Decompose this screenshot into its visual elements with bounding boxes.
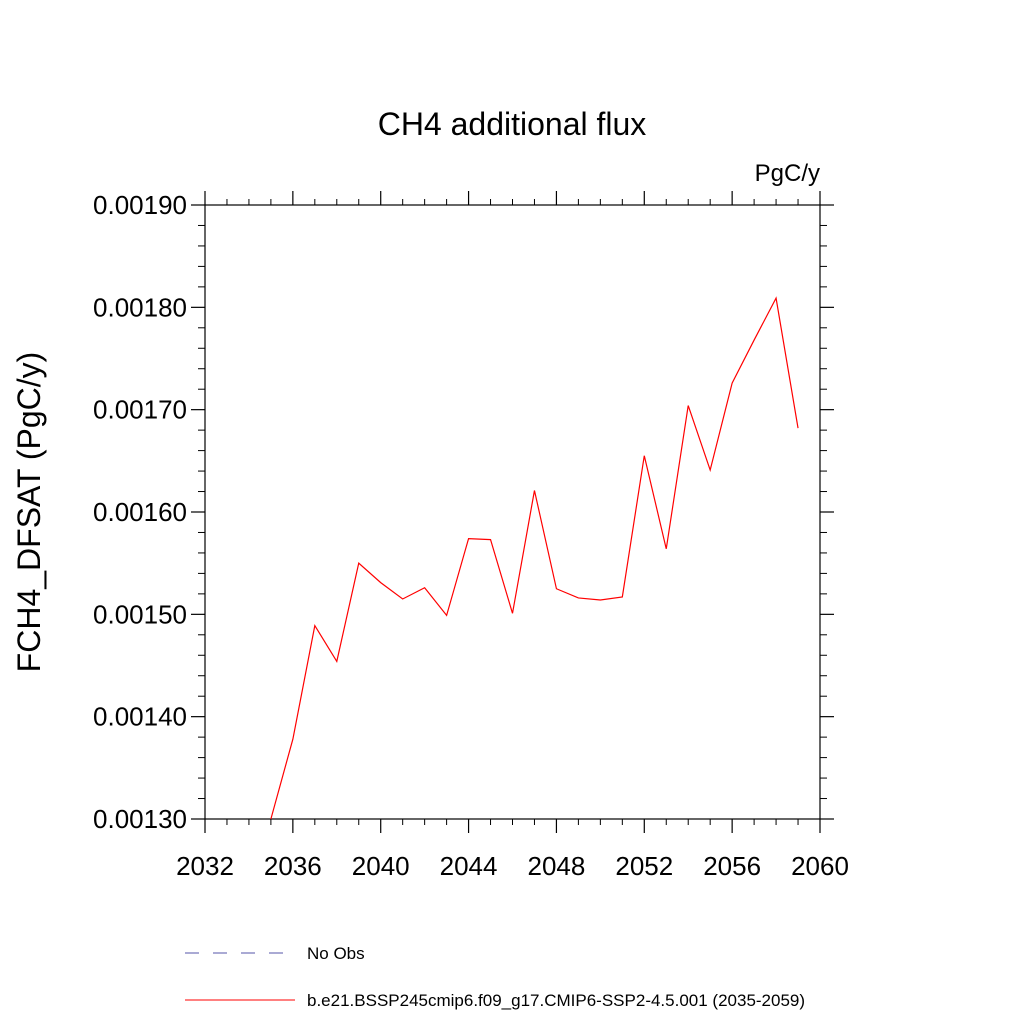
y-tick-label: 0.00150	[93, 599, 187, 629]
x-tick-label: 2048	[528, 851, 586, 881]
y-tick-label: 0.00130	[93, 804, 187, 834]
y-axis-label: FCH4_DFSAT (PgC/y)	[11, 352, 47, 673]
x-tick-label: 2032	[176, 851, 234, 881]
y-tick-label: 0.00140	[93, 702, 187, 732]
series-group	[270, 296, 799, 820]
legend-label-series: b.e21.BSSP245cmip6.f09_g17.CMIP6-SSP2-4.…	[307, 991, 805, 1010]
legend: No Obs b.e21.BSSP245cmip6.f09_g17.CMIP6-…	[185, 944, 805, 1010]
series-line	[270, 296, 799, 820]
units-label: PgC/y	[755, 160, 820, 187]
x-tick-label: 2044	[440, 851, 498, 881]
y-tick-label: 0.00180	[93, 292, 187, 322]
legend-label-no-obs: No Obs	[307, 944, 365, 963]
x-tick-label: 2052	[615, 851, 673, 881]
y-tick-label: 0.00190	[93, 190, 187, 220]
plot-frame	[204, 204, 821, 820]
axis-ticks	[191, 191, 834, 833]
x-tick-label: 2056	[703, 851, 761, 881]
tick-labels: 2032 2036 2040 2044 2048 2052 2056 2060 0.00130 0…	[93, 190, 849, 881]
x-tick-label: 2036	[264, 851, 322, 881]
x-tick-label: 2040	[352, 851, 410, 881]
chart-title: CH4 additional flux	[378, 106, 647, 142]
y-tick-label: 0.00160	[93, 497, 187, 527]
y-tick-label: 0.00170	[93, 395, 187, 425]
x-tick-label: 2060	[791, 851, 849, 881]
